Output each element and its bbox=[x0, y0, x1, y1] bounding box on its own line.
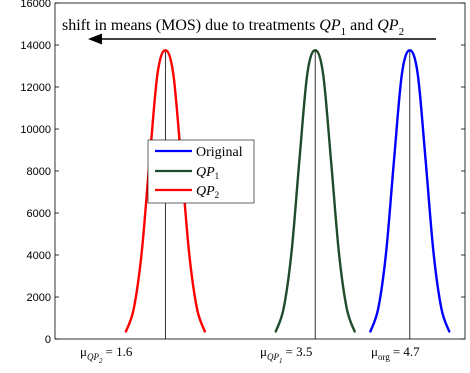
mean-label-qp2-symbol: μ bbox=[80, 344, 87, 359]
annotation-qp2: QP bbox=[377, 17, 399, 34]
y-axis: 0 2000 4000 6000 8000 10000 12000 14000 16000 bbox=[20, 0, 465, 346]
annotation-and: and bbox=[346, 17, 377, 34]
legend-label-qp2-sub: 2 bbox=[215, 190, 220, 200]
y-tick-label: 2000 bbox=[27, 292, 51, 304]
mean-label-qp1-sub: QP bbox=[267, 352, 279, 362]
series-line-qp2 bbox=[124, 49, 207, 333]
legend-label-qp1-sub: 1 bbox=[215, 171, 220, 181]
legend-label-qp1: QP1 bbox=[196, 165, 219, 181]
mean-label-qp2-value: = 1.6 bbox=[105, 344, 132, 359]
series-line-original bbox=[369, 49, 451, 333]
shift-annotation: shift in means (MOS) due to treatments Q… bbox=[62, 17, 436, 45]
y-tick-label: 10000 bbox=[20, 124, 51, 136]
annotation-prefix: shift in means (MOS) due to treatments bbox=[62, 17, 319, 34]
annotation-qp1-sub: 1 bbox=[341, 26, 347, 38]
legend-label-qp2: QP2 bbox=[196, 184, 219, 200]
mean-label-qp2-sub: QP bbox=[87, 352, 99, 362]
plot-area bbox=[54, 2, 466, 340]
annotation-qp2-sub: 2 bbox=[399, 26, 405, 38]
mean-label-qp2: μQP2= 1.6 bbox=[80, 344, 133, 365]
mean-label-org-sub: org bbox=[378, 352, 390, 362]
y-tick-label: 16000 bbox=[20, 0, 51, 10]
mean-label-qp2-subsub: 2 bbox=[99, 357, 103, 365]
legend-label-qp2-text: QP bbox=[196, 184, 215, 199]
y-tick-label: 0 bbox=[45, 334, 51, 346]
legend-label-qp1-text: QP bbox=[196, 165, 215, 180]
legend: Original QP1 QP2 bbox=[147, 139, 255, 204]
mean-label-org-symbol: μ bbox=[371, 344, 378, 359]
mean-label-qp1: μQP1= 3.5 bbox=[260, 344, 312, 365]
y-tick-label: 6000 bbox=[27, 208, 51, 220]
shift-annotation-text: shift in means (MOS) due to treatments Q… bbox=[62, 17, 404, 38]
series-line-qp1 bbox=[274, 49, 356, 333]
y-tick-label: 4000 bbox=[27, 250, 51, 262]
series-curves bbox=[124, 49, 451, 333]
annotation-qp1: QP bbox=[319, 17, 341, 34]
mean-labels: μQP2= 1.6 μQP1= 3.5 μorg = 4.7 bbox=[80, 344, 420, 365]
y-tick-label: 12000 bbox=[20, 82, 51, 94]
shift-arrow-head bbox=[88, 33, 102, 45]
mean-label-qp1-value: = 3.5 bbox=[285, 344, 312, 359]
legend-label-original-text: Original bbox=[196, 145, 243, 160]
mean-label-qp1-symbol: μ bbox=[260, 344, 267, 359]
mean-label-org-value: = 4.7 bbox=[393, 344, 420, 359]
mean-label-qp1-subsub: 1 bbox=[279, 357, 283, 365]
mean-label-org: μorg = 4.7 bbox=[371, 344, 420, 362]
y-tick-label: 8000 bbox=[27, 166, 51, 178]
y-tick-label: 14000 bbox=[20, 40, 51, 52]
legend-label-original: Original bbox=[196, 145, 243, 160]
